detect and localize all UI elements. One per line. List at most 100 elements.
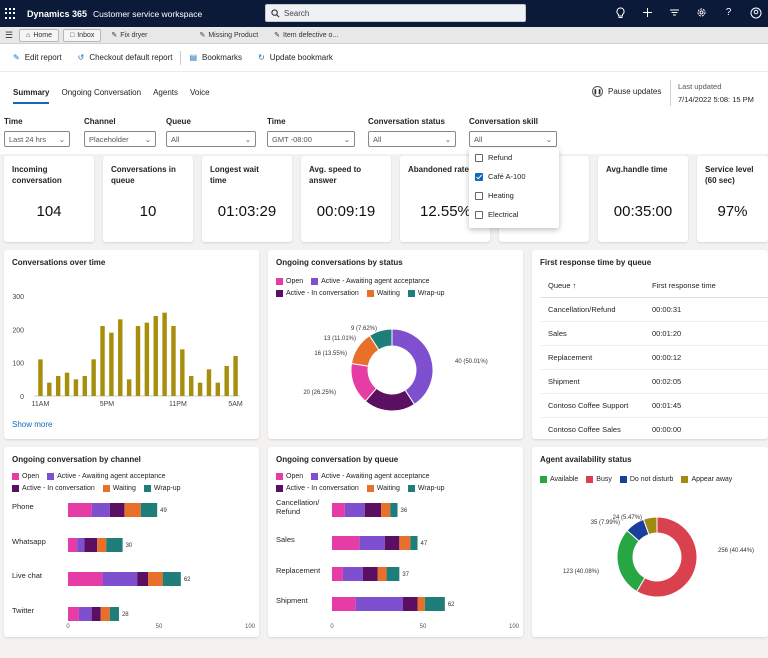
kpi-title: Service level (60 sec) bbox=[705, 165, 754, 185]
bar-segment bbox=[77, 538, 85, 552]
option-label: Refund bbox=[488, 153, 513, 162]
bookmarks-label: Bookmarks bbox=[202, 53, 243, 62]
skill-option-cafe-a-100[interactable]: Café A-100 bbox=[469, 167, 559, 186]
search-placeholder: Search bbox=[284, 8, 310, 18]
channel-dropdown[interactable]: Placeholder ⌄ bbox=[84, 131, 156, 147]
column-header-time[interactable]: First response time bbox=[652, 281, 716, 290]
bar bbox=[38, 359, 43, 396]
chevron-down-icon: ⌄ bbox=[58, 134, 65, 144]
bar bbox=[233, 356, 238, 396]
skill-option-refund[interactable]: Refund bbox=[469, 148, 559, 167]
table-row[interactable]: Contoso Coffee Support 00:01:45 bbox=[540, 394, 768, 418]
legend-item: Wrap-up bbox=[407, 484, 445, 493]
bar-segment bbox=[332, 567, 343, 581]
bar-total-label: 49 bbox=[160, 508, 167, 514]
kpi-title: Abandoned rate bbox=[408, 165, 469, 174]
checkbox-checked-icon bbox=[475, 172, 483, 181]
donut-slice bbox=[368, 328, 393, 351]
bar-segment bbox=[162, 572, 181, 586]
bar-segment bbox=[68, 538, 78, 552]
filter-icon[interactable] bbox=[668, 6, 681, 19]
bar-segment bbox=[362, 567, 378, 581]
table-row[interactable]: Sales 00:01:20 bbox=[540, 322, 768, 346]
table-header: Queue ↑ First response time bbox=[540, 274, 768, 298]
dropdown-value: All bbox=[171, 134, 180, 144]
legend-item: Do not disturb bbox=[619, 475, 673, 484]
tab-home[interactable]: ⌂ Home bbox=[19, 28, 59, 42]
bar-segment bbox=[377, 567, 387, 581]
checkbox-icon bbox=[475, 153, 483, 162]
pencil-icon: ✎ bbox=[199, 32, 206, 39]
update-bookmark-button[interactable]: ↻ Update bookmark bbox=[250, 53, 341, 62]
bar-segment bbox=[68, 607, 79, 621]
help-icon[interactable]: ? bbox=[725, 7, 732, 18]
plus-icon[interactable] bbox=[641, 6, 654, 19]
y-tick-label: 100 bbox=[12, 361, 24, 368]
tab-ongoing-conversation[interactable]: Ongoing Conversation bbox=[61, 88, 142, 97]
card-title: Ongoing conversations by status bbox=[276, 258, 403, 267]
tab-agents[interactable]: Agents bbox=[153, 88, 178, 97]
bookmarks-button[interactable]: ▤ Bookmarks bbox=[181, 53, 250, 62]
category-label: Twitter bbox=[12, 606, 35, 615]
filter-label: Time bbox=[4, 117, 23, 126]
legend-item: Busy bbox=[586, 475, 612, 484]
skill-option-heating[interactable]: Heating bbox=[469, 186, 559, 205]
checkout-default-report-button[interactable]: ↺ Checkout default report bbox=[70, 53, 181, 62]
status-legend: Open Active - Awaiting agent acceptance … bbox=[276, 277, 476, 298]
search-input[interactable]: Search bbox=[265, 4, 526, 22]
table-row[interactable]: Cancellation/Refund 00:00:31 bbox=[540, 298, 768, 322]
skill-option-electrical[interactable]: Electrical bbox=[469, 205, 559, 224]
show-more-link[interactable]: Show more bbox=[12, 420, 53, 429]
x-tick-label: 50 bbox=[156, 624, 163, 630]
kpi-title: Avg.handle time bbox=[606, 165, 668, 174]
bar-total-label: 36 bbox=[401, 508, 408, 514]
chevron-down-icon: ⌄ bbox=[144, 134, 151, 144]
divider bbox=[180, 50, 182, 65]
slice-label: 256 (40.44%) bbox=[718, 548, 754, 554]
tab-fix-dryer[interactable]: ✎ Fix dryer bbox=[105, 29, 153, 42]
bar bbox=[47, 382, 52, 396]
table-row[interactable]: Contoso Coffee Sales 00:00:00 bbox=[540, 418, 768, 439]
bar-total-label: 62 bbox=[448, 602, 455, 608]
card-title: Ongoing conversation by channel bbox=[12, 455, 141, 464]
tab-item-defective[interactable]: ✎ Item defective o... bbox=[268, 29, 344, 42]
report-pivot-bar: Summary Ongoing Conversation Agents Voic… bbox=[0, 72, 768, 108]
brand-name[interactable]: Dynamics 365 bbox=[27, 8, 88, 19]
kpi-value: 00:35:00 bbox=[613, 203, 673, 220]
y-tick-label: 200 bbox=[12, 327, 24, 334]
bar-segment bbox=[78, 607, 92, 621]
category-label: Replacement bbox=[276, 566, 321, 575]
hamburger-icon[interactable]: ☰ bbox=[5, 29, 14, 40]
tab-label: Home bbox=[33, 31, 52, 39]
pause-icon: ❚❚ bbox=[592, 86, 603, 97]
gear-icon[interactable] bbox=[695, 6, 708, 19]
table-row[interactable]: Replacement 00:00:12 bbox=[540, 346, 768, 370]
time-range-dropdown[interactable]: Last 24 hrs ⌄ bbox=[4, 131, 70, 147]
timezone-dropdown[interactable]: GMT -08:00 ⌄ bbox=[267, 131, 355, 147]
agent-availability-card: Agent availability status Available Busy… bbox=[532, 447, 768, 637]
bar-segment bbox=[102, 572, 138, 586]
table-row[interactable]: Shipment 00:02:05 bbox=[540, 370, 768, 394]
conversation-skill-dropdown[interactable]: All ⌄ bbox=[469, 131, 557, 147]
tab-inbox[interactable]: □ Inbox bbox=[63, 28, 102, 42]
bar-segment bbox=[140, 503, 158, 517]
conversation-skill-menu: Refund Café A-100 Heating Electrical bbox=[469, 148, 559, 228]
tab-summary[interactable]: Summary bbox=[13, 88, 50, 104]
x-tick-label: 100 bbox=[245, 624, 256, 630]
availability-legend: Available Busy Do not disturb Appear awa… bbox=[540, 475, 765, 484]
avatar-icon[interactable] bbox=[749, 6, 762, 19]
bar-segment bbox=[424, 597, 445, 611]
app-launcher-icon[interactable] bbox=[5, 7, 17, 20]
pause-updates-button[interactable]: ❚❚ Pause updates bbox=[592, 86, 661, 97]
tab-voice[interactable]: Voice bbox=[189, 88, 210, 97]
conversation-status-dropdown[interactable]: All ⌄ bbox=[368, 131, 456, 147]
queue-dropdown[interactable]: All ⌄ bbox=[166, 131, 256, 147]
bar-segment bbox=[91, 503, 110, 517]
lightbulb-icon[interactable] bbox=[614, 6, 627, 19]
bar-segment bbox=[91, 607, 101, 621]
card-title: First response time by queue bbox=[540, 258, 652, 267]
ongoing-by-queue-card: Ongoing conversation by queue Open Activ… bbox=[268, 447, 523, 637]
tab-missing-product[interactable]: ✎ Missing Product bbox=[193, 29, 264, 42]
edit-report-button[interactable]: ✎ Edit report bbox=[0, 53, 70, 62]
column-header-queue[interactable]: Queue ↑ bbox=[548, 281, 577, 290]
